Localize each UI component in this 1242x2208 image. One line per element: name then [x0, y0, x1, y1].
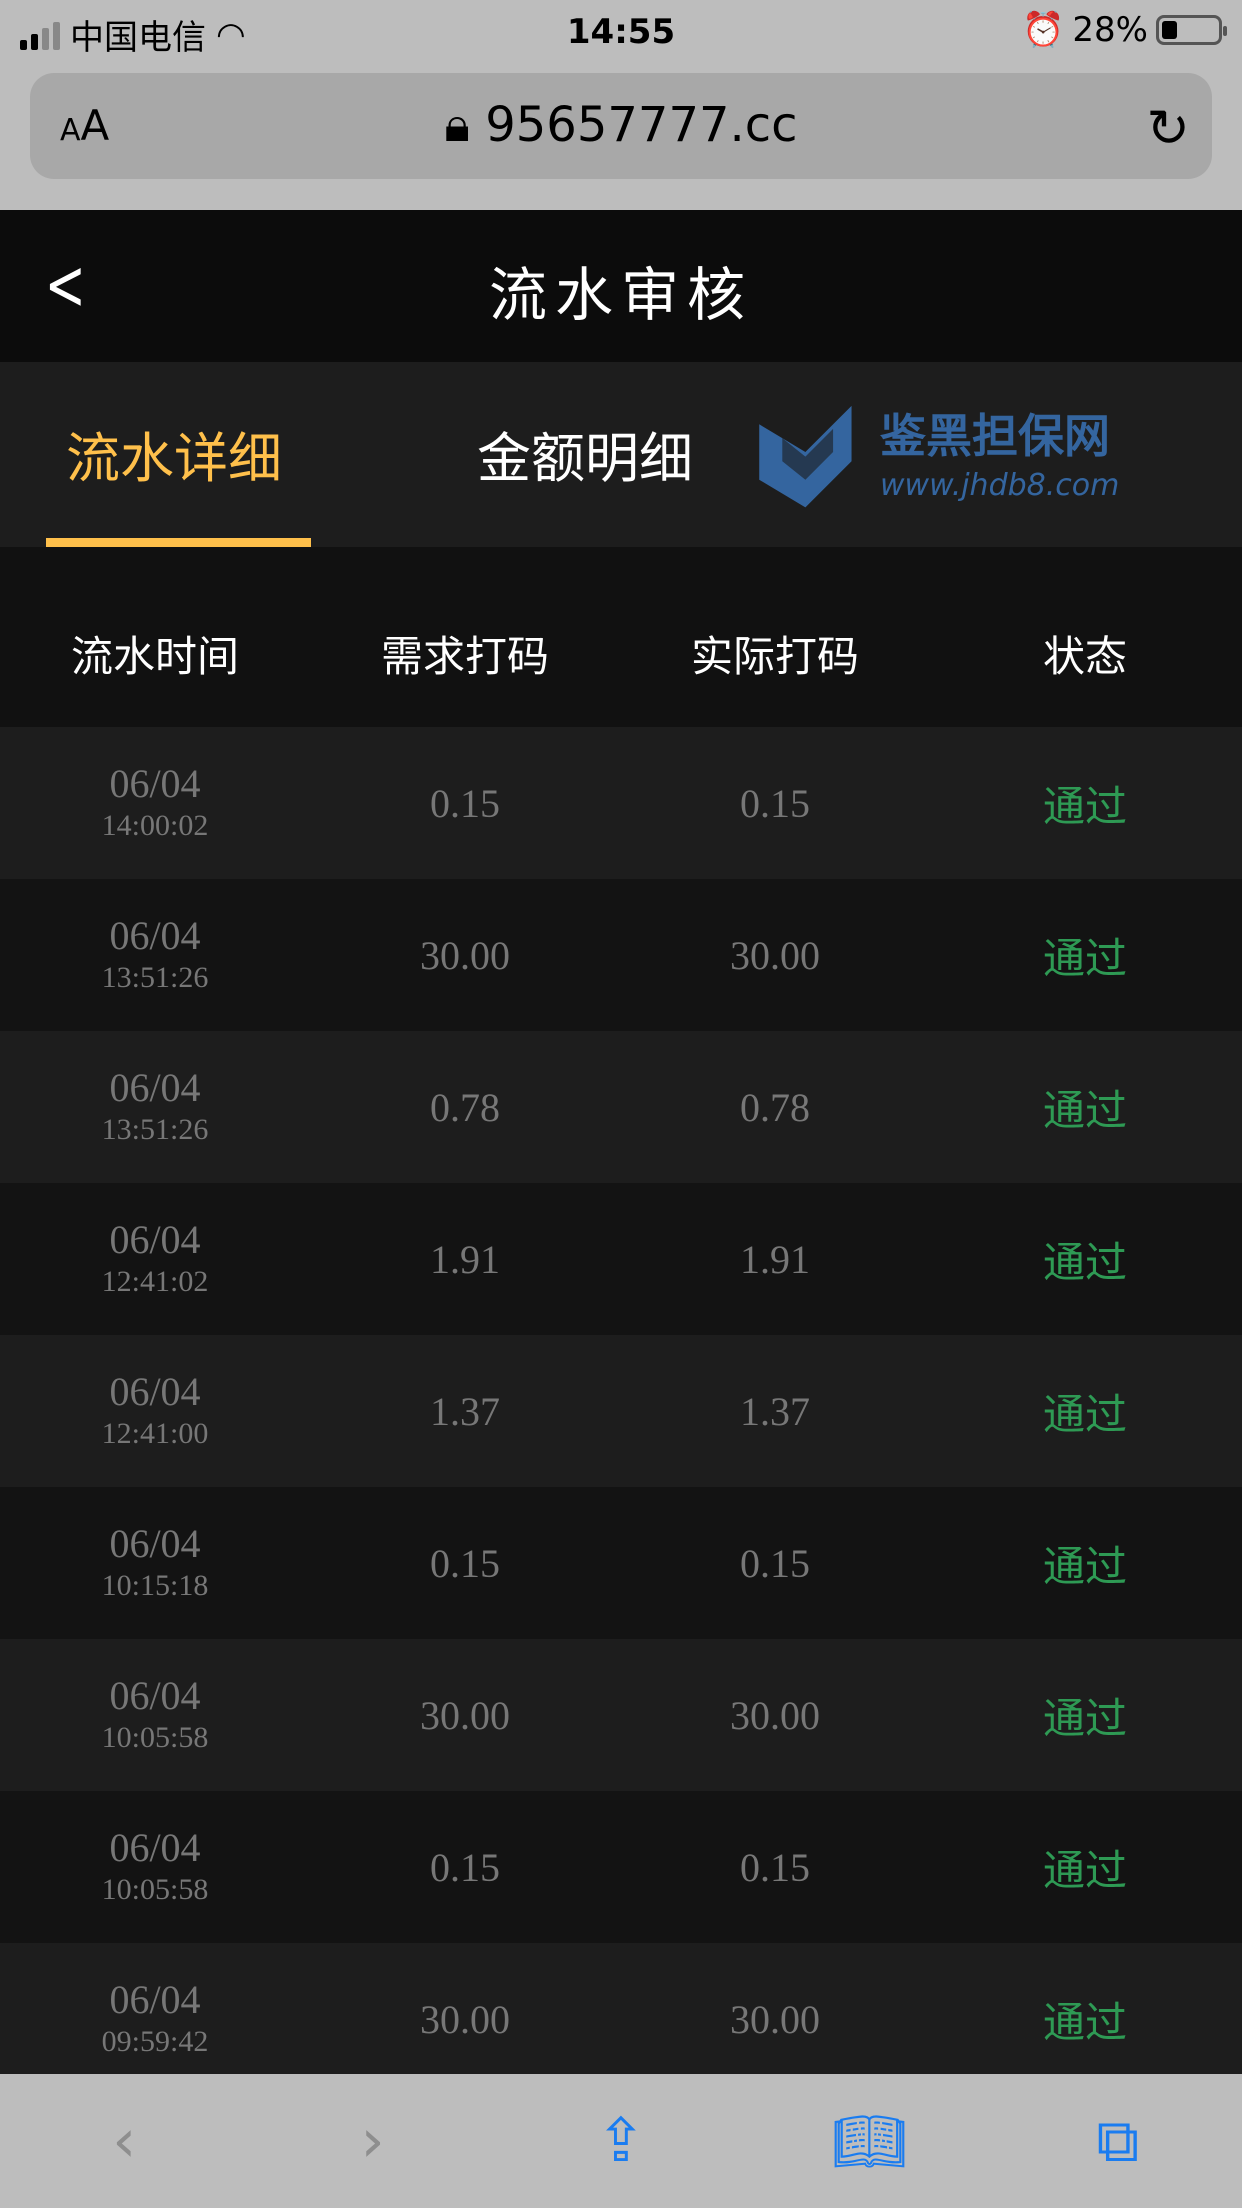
status-badge: 通过 [1042, 781, 1127, 831]
signal-icon [20, 20, 60, 50]
tab-amount-detail[interactable]: 金额明细 [477, 427, 693, 490]
address-bar[interactable]: AA 🔒︎ 95657777.cc ↻ [30, 73, 1212, 179]
table-row: 06/04 12:41:00 1.37 1.37 通过 [0, 1335, 1242, 1487]
cell-required: 0.15 [430, 1540, 500, 1586]
row-time: 10:05:58 [101, 1721, 209, 1754]
cell-actual: 30.00 [730, 1692, 820, 1738]
row-time: 10:05:58 [101, 1873, 209, 1906]
cell-required: 30.00 [420, 932, 510, 978]
tabs-icon[interactable]: ⧉ [1096, 2106, 1140, 2176]
nav-header: < 流水审核 [0, 210, 1242, 362]
table-row: 06/04 13:51:26 30.00 30.00 通过 [0, 879, 1242, 1031]
row-date: 06/04 [109, 1521, 201, 1566]
alarm-icon: ⏰ [1022, 10, 1065, 50]
tab-flow-detail[interactable]: 流水详细 [66, 427, 282, 490]
row-time: 10:15:18 [101, 1569, 209, 1602]
cell-time: 06/04 09:59:42 [0, 1977, 310, 2061]
status-badge: 通过 [1042, 1237, 1127, 1287]
row-date: 06/04 [109, 761, 201, 806]
row-time: 12:41:00 [101, 1417, 209, 1450]
text-size-button[interactable]: AA [60, 101, 110, 150]
table-row: 06/04 10:05:58 30.00 30.00 通过 [0, 1639, 1242, 1791]
status-badge: 通过 [1042, 1997, 1127, 2047]
cell-time: 06/04 13:51:26 [0, 913, 310, 997]
cell-actual: 0.78 [740, 1084, 810, 1130]
status-badge: 通过 [1042, 1541, 1127, 1591]
table-row: 06/04 10:05:58 0.15 0.15 通过 [0, 1791, 1242, 1943]
col-actual: 实际打码 [690, 632, 859, 681]
cell-required: 0.78 [430, 1084, 500, 1130]
status-badge: 通过 [1042, 1845, 1127, 1895]
browser-toolbar: ‹ › ⇪ 📖︎ ⧉ [0, 2074, 1242, 2208]
table-row: 06/04 13:51:26 0.78 0.78 通过 [0, 1031, 1242, 1183]
status-badge: 通过 [1042, 1085, 1127, 1135]
status-badge: 通过 [1042, 933, 1127, 983]
cell-required: 0.15 [430, 1844, 500, 1890]
col-required: 需求打码 [380, 632, 549, 681]
lock-icon: 🔒︎ [444, 97, 486, 153]
cell-required: 30.00 [420, 1692, 510, 1738]
cell-time: 06/04 10:05:58 [0, 1825, 310, 1909]
table-row: 06/04 09:59:42 30.00 30.00 通过 [0, 1943, 1242, 2095]
cell-actual: 1.37 [740, 1388, 810, 1434]
cell-time: 06/04 14:00:02 [0, 761, 310, 845]
clock: 14:55 [566, 12, 676, 52]
table-header: 流水时间 需求打码 实际打码 状态 [0, 580, 1242, 727]
tab-bar: 流水详细 金额明细 [0, 362, 1242, 547]
table-row: 06/04 12:41:02 1.91 1.91 通过 [0, 1183, 1242, 1335]
cell-required: 1.91 [430, 1236, 500, 1282]
carrier: 中国电信 [70, 18, 206, 58]
status-badge: 通过 [1042, 1389, 1127, 1439]
cell-time: 06/04 12:41:00 [0, 1369, 310, 1453]
battery-percent: 28% [1072, 10, 1148, 50]
cell-required: 0.15 [430, 780, 500, 826]
cell-actual: 30.00 [730, 1996, 820, 2042]
page-title: 流水审核 [488, 261, 753, 329]
row-time: 13:51:26 [101, 1113, 209, 1146]
url-text[interactable]: 95657777.cc [485, 97, 798, 153]
forward-nav-icon[interactable]: › [360, 2106, 385, 2176]
cell-time: 06/04 10:15:18 [0, 1521, 310, 1605]
cell-time: 06/04 12:41:02 [0, 1217, 310, 1301]
row-time: 09:59:42 [101, 2025, 209, 2058]
row-time: 13:51:26 [101, 961, 209, 994]
cell-required: 30.00 [420, 1996, 510, 2042]
row-date: 06/04 [109, 1825, 201, 1870]
row-time: 12:41:02 [101, 1265, 209, 1298]
row-date: 06/04 [109, 1673, 201, 1718]
row-date: 06/04 [109, 1369, 201, 1414]
table-row: 06/04 10:15:18 0.15 0.15 通过 [0, 1487, 1242, 1639]
cell-actual: 1.91 [740, 1236, 810, 1282]
table-row: 06/04 14:00:02 0.15 0.15 通过 [0, 727, 1242, 879]
status-bar: 中国电信 ◠ 14:55 ⏰ 28% AA 🔒︎ 95657777.cc ↻ [0, 0, 1242, 210]
cell-actual: 30.00 [730, 932, 820, 978]
row-date: 06/04 [109, 913, 201, 958]
cell-actual: 0.15 [740, 780, 810, 826]
wifi-icon: ◠ [216, 14, 246, 55]
row-date: 06/04 [109, 1217, 201, 1262]
active-tab-indicator [46, 538, 311, 547]
row-date: 06/04 [109, 1977, 201, 2022]
back-button[interactable]: < [44, 244, 86, 326]
reload-icon[interactable]: ↻ [1146, 99, 1190, 159]
cell-time: 06/04 13:51:26 [0, 1065, 310, 1149]
cell-actual: 0.15 [740, 1540, 810, 1586]
status-badge: 通过 [1042, 1693, 1127, 1743]
row-date: 06/04 [109, 1065, 201, 1110]
cell-time: 06/04 10:05:58 [0, 1673, 310, 1757]
battery-icon [1156, 15, 1227, 45]
bookmarks-icon[interactable]: 📖︎ [831, 2106, 908, 2177]
col-time: 流水时间 [70, 632, 239, 681]
back-nav-icon[interactable]: ‹ [112, 2106, 137, 2176]
share-icon[interactable]: ⇪ [595, 2106, 647, 2176]
col-status: 状态 [1042, 632, 1127, 681]
cell-required: 1.37 [430, 1388, 500, 1434]
row-time: 14:00:02 [101, 809, 209, 842]
cell-actual: 0.15 [740, 1844, 810, 1890]
